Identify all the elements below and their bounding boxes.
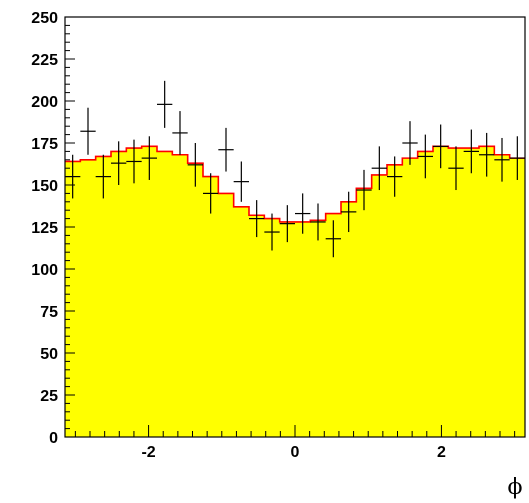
y-axis: 0 25 50 75 100 125 150 175 200 225 250	[31, 10, 75, 447]
data-point	[310, 203, 326, 241]
data-point	[279, 205, 295, 243]
data-point	[387, 156, 403, 197]
y-tick-label: 150	[31, 178, 58, 195]
data-point	[479, 132, 495, 177]
x-tick-label: -2	[141, 444, 155, 461]
data-point	[402, 121, 418, 165]
data-points-layer	[65, 80, 525, 258]
data-point	[494, 137, 510, 182]
histogram-area	[65, 146, 525, 438]
data-point	[371, 146, 387, 191]
data-point	[295, 193, 311, 234]
data-point	[157, 80, 173, 128]
data-point	[172, 111, 188, 155]
x-tick-label: 2	[437, 444, 446, 461]
y-tick-label: 0	[49, 430, 58, 447]
y-tick-label: 25	[40, 388, 58, 405]
y-tick-label: 225	[31, 52, 58, 69]
data-point	[95, 154, 111, 199]
data-point	[187, 143, 203, 187]
x-tick-label: 0	[291, 444, 300, 461]
data-point	[111, 141, 127, 185]
data-point	[126, 139, 142, 184]
y-tick-label: 100	[31, 262, 58, 279]
data-point	[218, 127, 234, 172]
data-point	[417, 134, 433, 179]
data-point	[80, 107, 96, 155]
x-axis-title: ϕ	[508, 475, 523, 500]
data-point	[325, 220, 341, 258]
y-tick-label: 125	[31, 220, 58, 237]
data-point	[356, 169, 372, 211]
data-point	[433, 124, 449, 169]
data-point	[509, 136, 525, 180]
data-point	[448, 146, 464, 191]
data-point	[203, 173, 219, 214]
data-point	[264, 213, 280, 251]
y-tick-label: 250	[31, 10, 58, 27]
x-axis: -2 0 2	[74, 425, 516, 461]
data-point	[249, 200, 265, 238]
data-point	[341, 191, 357, 233]
y-tick-label: 200	[31, 94, 58, 111]
y-tick-label: 75	[40, 304, 58, 321]
y-tick-label: 50	[40, 346, 58, 363]
data-point	[233, 161, 249, 202]
data-point	[141, 136, 157, 180]
y-tick-label: 175	[31, 136, 58, 153]
data-point	[463, 129, 479, 174]
